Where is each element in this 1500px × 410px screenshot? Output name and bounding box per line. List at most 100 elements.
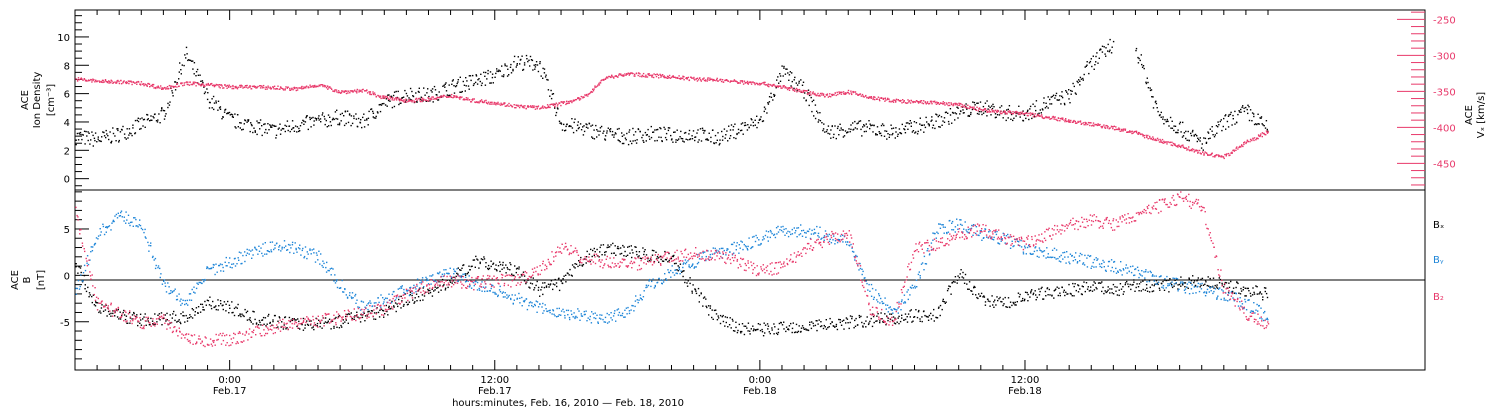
data-point [163, 280, 165, 282]
data-point [566, 102, 568, 105]
data-point [881, 97, 883, 99]
data-point [466, 80, 468, 82]
data-point [709, 307, 711, 309]
data-point [892, 99, 895, 101]
data-point [613, 136, 615, 138]
data-point [517, 56, 519, 58]
data-point [854, 127, 857, 129]
data-point [1009, 110, 1012, 112]
data-point [1167, 141, 1169, 143]
data-point [1092, 124, 1094, 126]
data-point [139, 219, 141, 221]
data-point [645, 74, 647, 76]
data-point [651, 74, 654, 76]
data-point [187, 81, 189, 83]
data-point [746, 80, 749, 83]
data-point [620, 74, 622, 76]
data-point [1240, 290, 1243, 292]
date-tick-label: Feb.18 [743, 386, 777, 397]
data-point [718, 144, 720, 146]
data-point [976, 112, 979, 115]
data-point [691, 138, 694, 140]
data-point [819, 112, 821, 114]
data-point [425, 100, 427, 102]
data-point [351, 317, 354, 320]
data-point [1147, 81, 1149, 84]
data-point [1115, 126, 1117, 128]
data-point [516, 64, 518, 66]
data-point [924, 101, 927, 103]
data-point [115, 140, 117, 142]
data-point [101, 304, 103, 306]
data-point [332, 268, 334, 270]
data-point [144, 313, 146, 315]
data-point [97, 138, 99, 140]
data-point [1197, 279, 1199, 281]
data-point [102, 225, 105, 228]
data-point [704, 129, 706, 132]
data-point [1067, 120, 1069, 122]
data-point [869, 123, 871, 125]
data-point [849, 321, 851, 324]
data-point [791, 327, 794, 330]
data-point [245, 311, 248, 314]
data-point [280, 129, 282, 131]
data-point [95, 80, 97, 82]
data-point [945, 102, 948, 104]
data-point [1056, 99, 1058, 101]
data-point [833, 94, 835, 96]
data-point [115, 309, 118, 311]
data-point [373, 92, 376, 94]
data-point [387, 99, 390, 102]
data-point [324, 118, 326, 120]
data-point [784, 87, 786, 89]
data-point [775, 87, 777, 89]
data-point [225, 85, 227, 87]
data-point [508, 105, 510, 107]
data-point [757, 323, 760, 325]
data-point [852, 91, 855, 93]
data-point [869, 320, 871, 323]
data-point [403, 99, 405, 101]
data-point [1145, 284, 1148, 286]
data-point [418, 97, 420, 100]
data-point [366, 118, 368, 120]
data-point [496, 102, 498, 105]
data-point [872, 315, 875, 318]
data-point [222, 304, 224, 306]
data-point [144, 228, 146, 231]
data-point [1140, 54, 1142, 56]
data-point [840, 93, 843, 95]
data-point [344, 110, 347, 112]
data-point [1201, 143, 1203, 145]
data-point [1266, 128, 1268, 131]
data-point [314, 86, 316, 88]
data-point [596, 129, 598, 131]
data-point [881, 318, 883, 320]
data-point [203, 309, 205, 311]
data-point [607, 77, 609, 79]
data-point [761, 331, 764, 333]
data-point [166, 319, 168, 321]
data-point [1035, 100, 1038, 102]
data-point [433, 279, 435, 282]
data-point [1075, 289, 1077, 292]
data-point [1183, 146, 1185, 149]
data-point [623, 246, 625, 248]
data-point [1175, 131, 1177, 134]
data-point [204, 300, 206, 303]
data-point [681, 138, 684, 140]
data-point [498, 289, 501, 291]
data-point [1131, 132, 1133, 135]
data-point [1067, 93, 1069, 95]
data-point [456, 268, 458, 270]
data-point [250, 88, 253, 90]
data-point [254, 85, 257, 88]
data-point [302, 119, 304, 122]
data-point [954, 281, 956, 283]
data-point [506, 297, 508, 299]
data-point [314, 84, 316, 87]
data-point [216, 271, 218, 273]
data-point [89, 143, 91, 145]
data-point [319, 85, 321, 87]
